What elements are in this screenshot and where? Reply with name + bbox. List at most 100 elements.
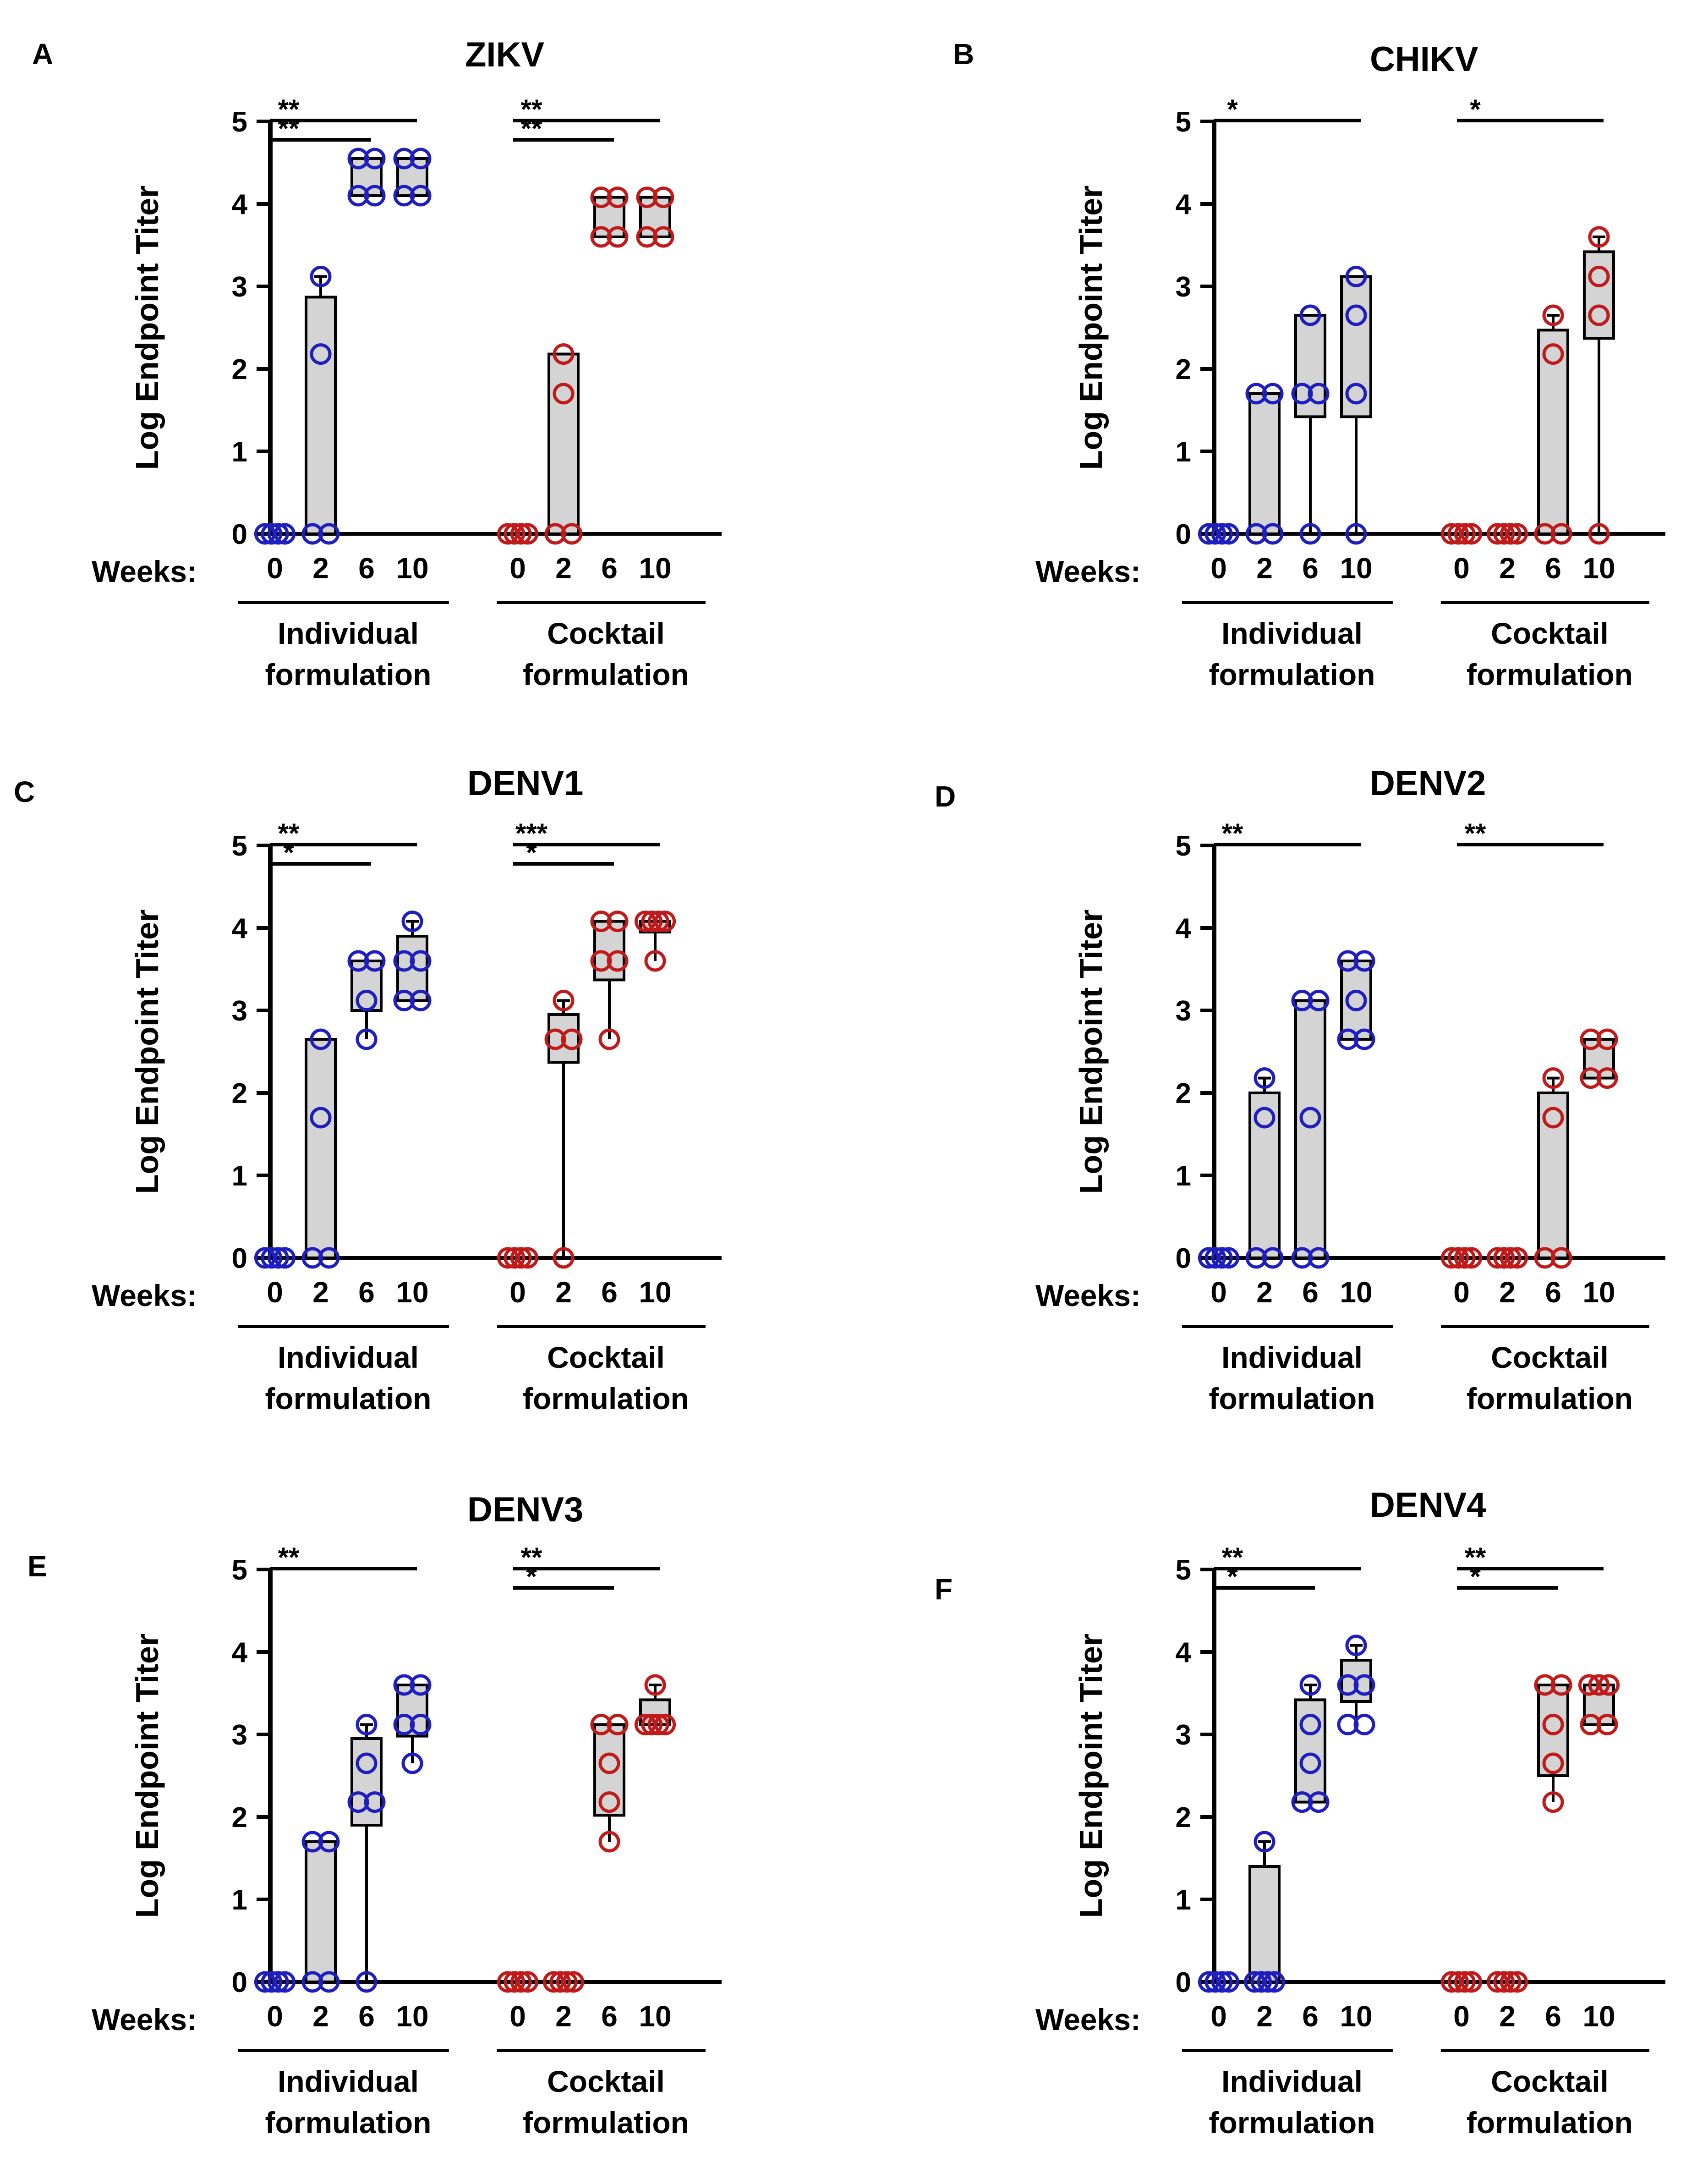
data-point: [553, 383, 575, 405]
y-axis-label: Log Endpoint Titer: [1073, 186, 1109, 470]
box: [1537, 329, 1569, 536]
box: [305, 296, 337, 535]
data-point: [1299, 1713, 1321, 1735]
data-point: [1337, 950, 1359, 972]
data-point: [401, 911, 423, 933]
group-label-line2: formulation: [523, 2106, 689, 2140]
data-point: [1534, 1674, 1556, 1696]
x-tick-label: 10: [639, 2000, 671, 2033]
y-axis-label: Log Endpoint Titer: [129, 186, 165, 470]
group-label-line2: formulation: [523, 658, 689, 691]
group-label-line1: Cocktail: [1491, 616, 1609, 650]
data-point: [510, 1971, 532, 1993]
y-tick-label: 0: [1176, 519, 1191, 550]
data-point: [598, 1791, 620, 1813]
significance-label: **: [1222, 1542, 1243, 1573]
data-point: [1299, 304, 1321, 326]
data-point: [636, 226, 658, 248]
y-tick-label: 4: [1176, 189, 1192, 220]
group-label-line2: formulation: [523, 1382, 689, 1416]
group-label-line2: formulation: [1467, 1382, 1633, 1416]
data-point: [410, 1674, 432, 1696]
data-point: [647, 911, 669, 933]
y-tick-label: 3: [1176, 995, 1191, 1027]
data-point: [544, 523, 566, 545]
x-tick-label: 10: [1340, 1276, 1372, 1309]
x-tick-label: 6: [601, 2000, 618, 2033]
group-label-line2: formulation: [265, 658, 432, 691]
data-point: [1291, 383, 1313, 405]
y-tick-label: 4: [1176, 1637, 1192, 1668]
box: [1248, 392, 1281, 535]
weeks-label: Weeks:: [1035, 2003, 1141, 2036]
group-label-line1: Individual: [1221, 616, 1363, 650]
data-point: [1337, 1713, 1359, 1735]
data-point: [561, 523, 583, 545]
data-point: [401, 1752, 423, 1774]
data-point: [1588, 523, 1610, 545]
group-label-line1: Cocktail: [1491, 1340, 1609, 1374]
data-point: [504, 1247, 526, 1269]
data-point: [393, 148, 415, 170]
chart-title: DENV1: [467, 764, 583, 803]
data-point: [347, 950, 369, 972]
data-point: [410, 1713, 432, 1735]
y-tick-label: 3: [1176, 271, 1191, 303]
data-point: [1500, 1971, 1522, 1993]
group-label-line2: formulation: [1467, 2106, 1633, 2140]
box: [547, 352, 580, 535]
group-label-line1: Individual: [278, 2064, 419, 2098]
significance-label: *: [526, 1561, 537, 1592]
data-point: [553, 1247, 575, 1269]
data-point: [1542, 1067, 1564, 1089]
significance-label: **: [1222, 818, 1243, 849]
group-label-line1: Cocktail: [1491, 2064, 1609, 2098]
data-point: [1218, 523, 1240, 545]
y-tick-label: 3: [232, 1719, 247, 1751]
data-point: [364, 1791, 386, 1813]
y-tick-label: 5: [232, 106, 247, 138]
significance-label: **: [278, 818, 300, 849]
chart-title: DENV4: [1370, 1486, 1486, 1525]
data-point: [1542, 343, 1564, 365]
data-point: [1250, 1971, 1272, 1993]
data-point: [644, 950, 666, 972]
significance-label: *: [526, 837, 537, 868]
data-point: [517, 1971, 539, 1993]
data-point: [356, 1713, 378, 1735]
x-tick-label: 6: [358, 552, 375, 585]
x-tick-label: 2: [555, 1276, 572, 1309]
y-tick-label: 2: [1176, 1078, 1191, 1109]
x-tick-label: 0: [1210, 1276, 1227, 1309]
y-axis-label: Log Endpoint Titer: [1073, 1634, 1109, 1918]
data-point: [598, 1752, 620, 1774]
significance-label: *: [283, 837, 294, 868]
x-tick-label: 2: [1499, 552, 1516, 585]
data-point: [1299, 523, 1321, 545]
data-point: [1345, 989, 1367, 1011]
x-tick-label: 0: [1210, 552, 1227, 585]
data-point: [301, 1831, 323, 1853]
data-point: [1542, 1107, 1564, 1129]
panel-letter: C: [14, 775, 35, 808]
x-tick-label: 6: [358, 1276, 375, 1309]
group-label-line1: Individual: [1221, 2064, 1363, 2098]
data-point: [1254, 1067, 1276, 1089]
data-point: [1308, 989, 1330, 1011]
data-point: [1447, 523, 1469, 545]
weeks-label: Weeks:: [1035, 1279, 1141, 1312]
data-point: [590, 187, 612, 209]
group-label-line1: Individual: [278, 616, 419, 650]
data-point: [1204, 523, 1226, 545]
data-point: [1262, 523, 1284, 545]
data-point: [410, 148, 432, 170]
data-point: [1596, 1028, 1618, 1050]
group-label-line1: Individual: [1221, 1340, 1363, 1374]
data-point: [1534, 1247, 1556, 1269]
y-tick-label: 5: [1176, 830, 1191, 862]
data-point: [1299, 1752, 1321, 1774]
data-point: [556, 1971, 578, 1993]
data-point: [1447, 1247, 1469, 1269]
